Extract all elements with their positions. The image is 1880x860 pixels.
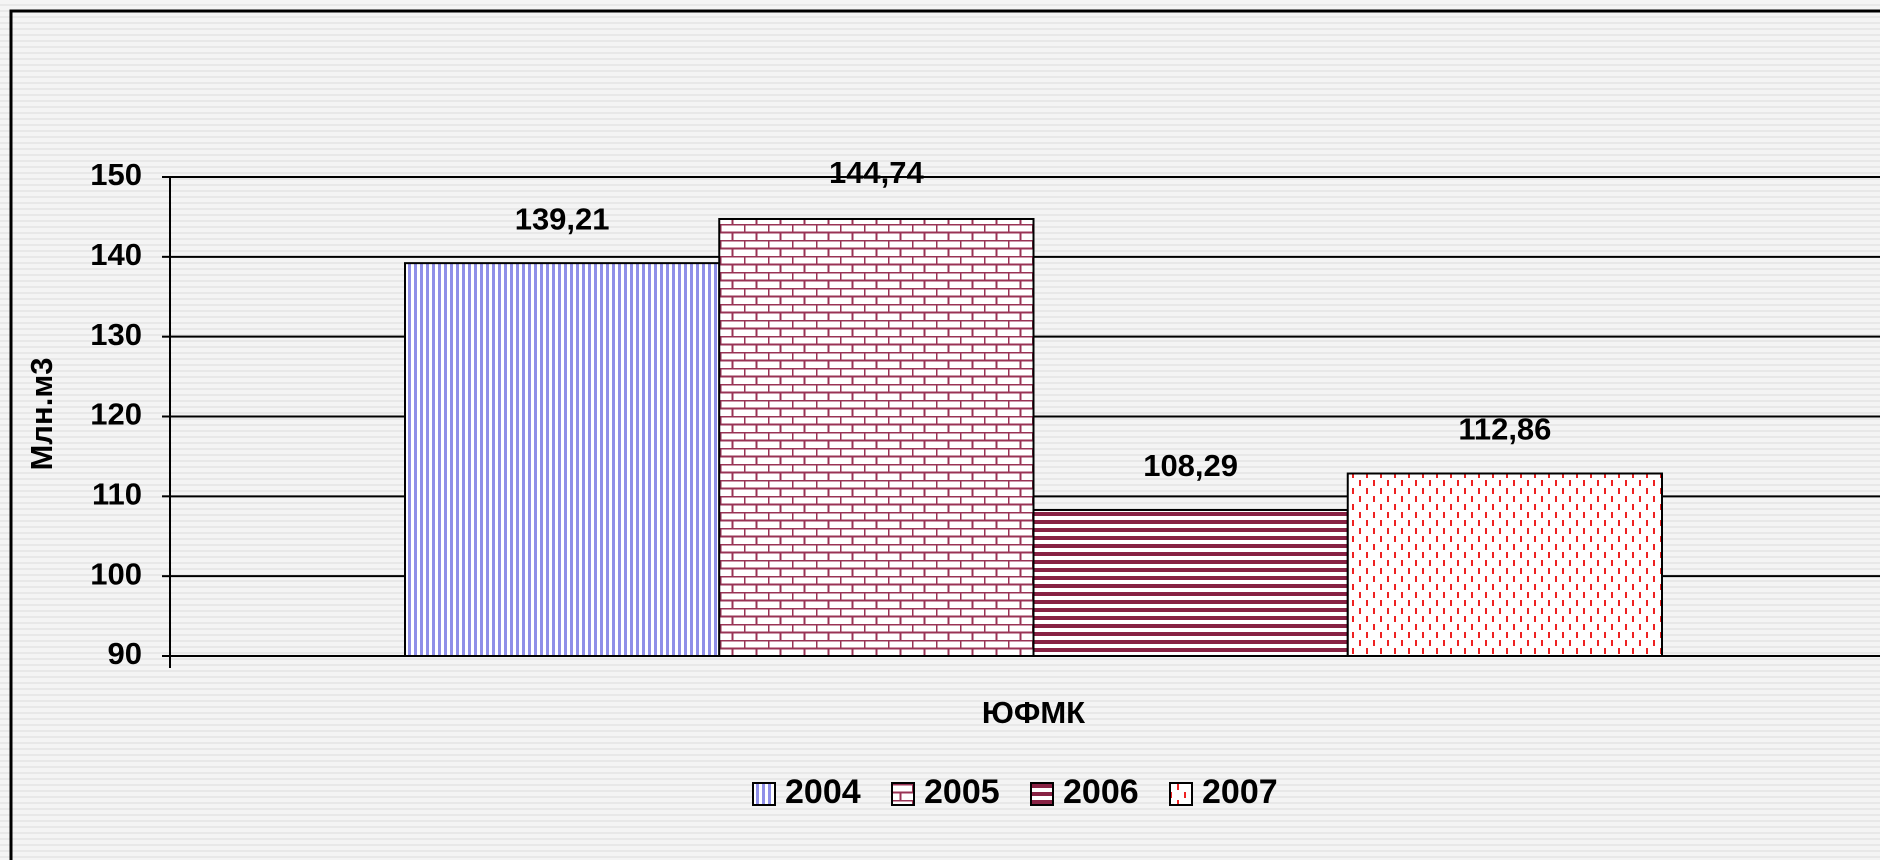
y-tick-label: 90 xyxy=(108,636,142,671)
y-tick-label: 140 xyxy=(90,237,142,272)
legend-swatch xyxy=(1169,782,1193,806)
data-label: 139,21 xyxy=(515,201,610,236)
legend-swatch xyxy=(1030,782,1054,806)
x-tick-label: ЮФМК xyxy=(982,695,1085,730)
data-label: 108,29 xyxy=(1143,448,1238,483)
legend-label: 2006 xyxy=(1063,773,1139,811)
data-label: 112,86 xyxy=(1458,412,1551,447)
y-tick-label: 130 xyxy=(90,317,142,352)
y-tick-label: 110 xyxy=(92,477,142,512)
frame xyxy=(9,9,1880,860)
legend-label: 2005 xyxy=(924,773,1000,811)
y-tick-label: 100 xyxy=(90,556,142,591)
bar xyxy=(718,217,1035,657)
data-label: 144,74 xyxy=(829,155,925,190)
legend-swatch xyxy=(891,782,915,806)
legend-swatch xyxy=(752,782,776,806)
y-tick-label: 150 xyxy=(90,157,142,192)
y-axis-label: Млн.м3 xyxy=(24,357,59,470)
legend-label: 2004 xyxy=(785,773,861,811)
y-tick-label: 120 xyxy=(90,397,142,432)
bar xyxy=(404,262,721,657)
bar xyxy=(1346,472,1663,657)
bar xyxy=(1032,508,1349,657)
legend-label: 2007 xyxy=(1202,773,1278,811)
